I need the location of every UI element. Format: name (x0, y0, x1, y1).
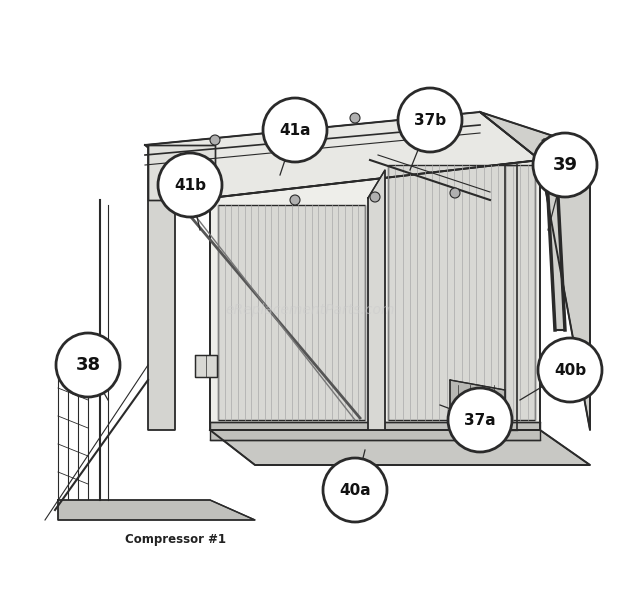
Text: 39: 39 (552, 156, 577, 174)
Circle shape (210, 135, 220, 145)
Polygon shape (210, 160, 540, 430)
Circle shape (56, 333, 120, 397)
Polygon shape (218, 205, 365, 420)
Text: 41a: 41a (279, 123, 311, 138)
Circle shape (350, 113, 360, 123)
Polygon shape (388, 165, 535, 420)
Circle shape (263, 98, 327, 162)
Text: 37a: 37a (464, 413, 496, 427)
Polygon shape (210, 422, 540, 440)
Circle shape (450, 188, 460, 198)
Text: 38: 38 (76, 356, 100, 374)
Polygon shape (210, 430, 590, 465)
Circle shape (275, 122, 285, 132)
Text: 40b: 40b (554, 362, 586, 378)
Circle shape (538, 338, 602, 402)
Circle shape (205, 195, 215, 205)
Text: Compressor #1: Compressor #1 (125, 534, 226, 546)
Circle shape (290, 195, 300, 205)
Circle shape (158, 153, 222, 217)
Circle shape (425, 108, 435, 118)
Text: 41b: 41b (174, 177, 206, 193)
Text: eReplacementParts.com: eReplacementParts.com (225, 303, 395, 317)
Polygon shape (450, 380, 505, 420)
Polygon shape (148, 145, 175, 430)
Polygon shape (480, 112, 590, 430)
Polygon shape (545, 140, 565, 330)
Circle shape (370, 192, 380, 202)
Polygon shape (195, 355, 217, 377)
Circle shape (323, 458, 387, 522)
Text: 37b: 37b (414, 112, 446, 128)
Text: 40a: 40a (339, 483, 371, 497)
Polygon shape (368, 170, 385, 430)
Circle shape (533, 133, 597, 197)
Polygon shape (542, 140, 568, 160)
Circle shape (448, 388, 512, 452)
Polygon shape (145, 112, 540, 198)
Polygon shape (58, 500, 255, 520)
Circle shape (398, 88, 462, 152)
Polygon shape (148, 145, 215, 200)
